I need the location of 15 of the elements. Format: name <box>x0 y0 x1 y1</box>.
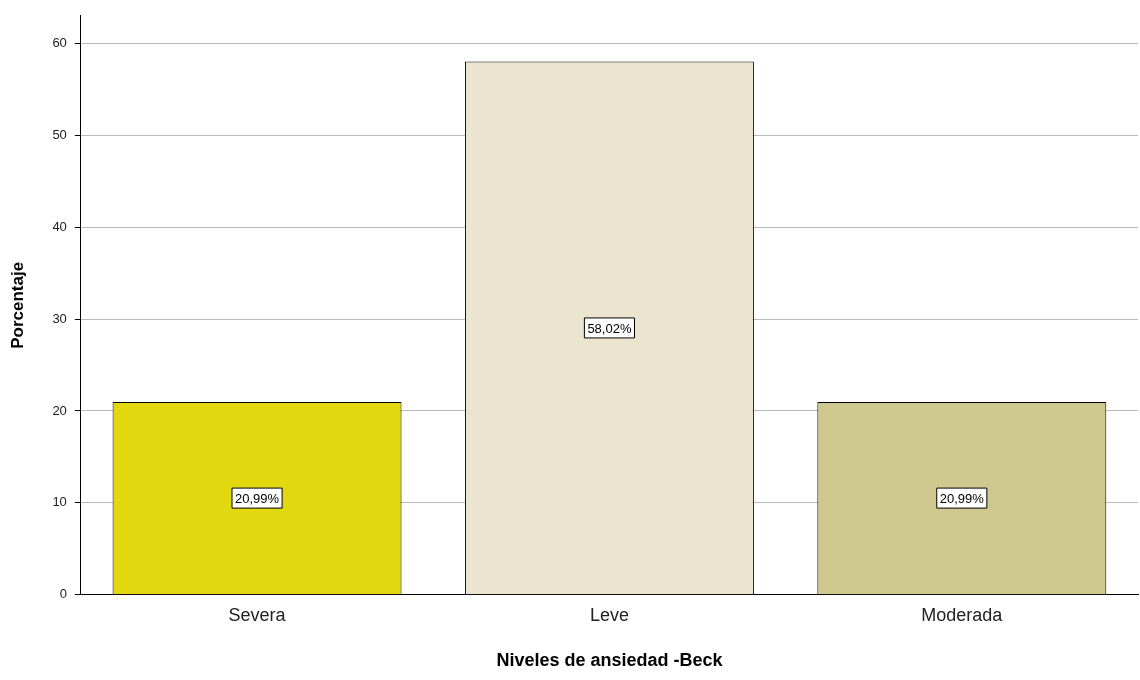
y-tick-label: 20 <box>52 402 67 418</box>
x-axis-title: Niveles de ansiedad -Beck <box>496 650 724 671</box>
data-label: 20,99% <box>939 490 985 506</box>
y-tick-label: 40 <box>52 218 67 234</box>
y-axis-title: Porcentaje <box>7 261 27 349</box>
x-tick-label: Leve <box>589 604 629 625</box>
y-tick-label: 60 <box>52 34 67 50</box>
x-tick-label: Moderada <box>921 604 1004 625</box>
y-tick-label: 30 <box>52 310 67 326</box>
y-tick-label: 0 <box>59 586 67 602</box>
x-tick-label: Severa <box>228 604 287 625</box>
y-tick-label: 50 <box>52 126 67 142</box>
data-label: 58,02% <box>587 320 632 336</box>
data-label: 20,99% <box>235 490 280 506</box>
y-tick-label: 10 <box>52 494 67 510</box>
